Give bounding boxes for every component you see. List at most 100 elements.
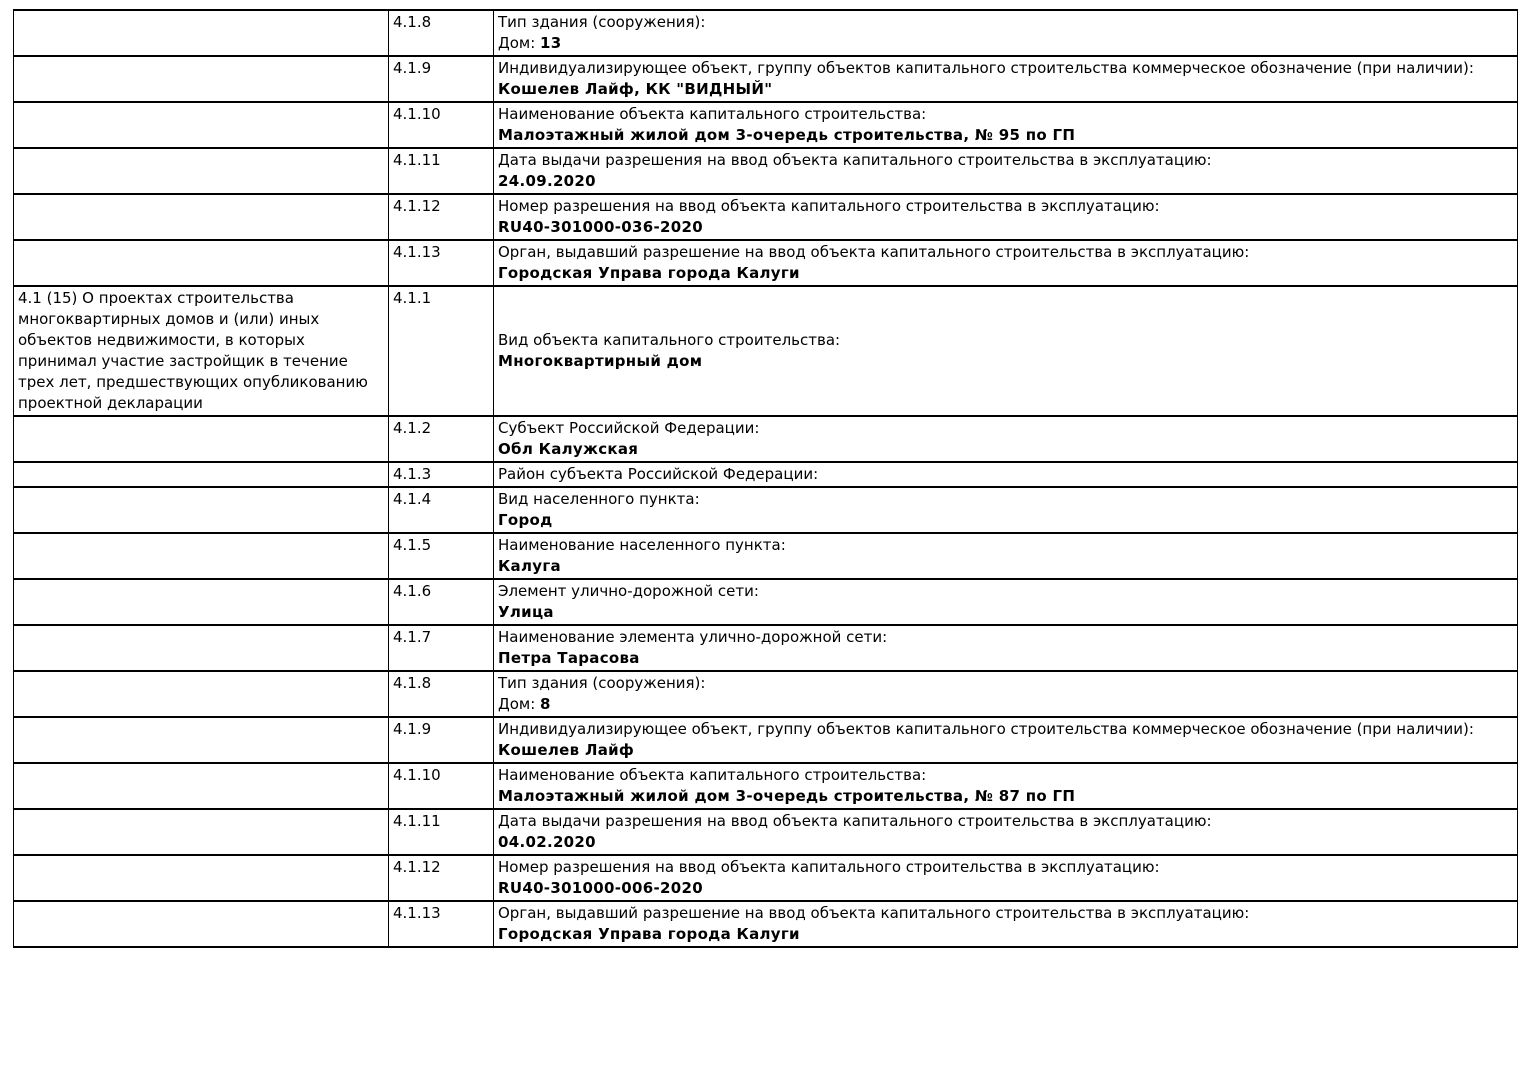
field-value-text: RU40-301000-036-2020 xyxy=(498,218,703,236)
section-description-cell xyxy=(13,900,389,948)
field-label: Наименование населенного пункта: xyxy=(498,536,786,554)
section-description-cell xyxy=(13,624,389,672)
section-description-cell xyxy=(13,762,389,810)
field-value-text: Городская Управа города Калуги xyxy=(498,264,800,282)
section-description-cell xyxy=(13,578,389,626)
field-value: Малоэтажный жилой дом 3-очередь строител… xyxy=(498,786,1513,807)
field-label: Субъект Российской Федерации: xyxy=(498,419,760,437)
table-row: 4.1 (15) О проектах строительства многок… xyxy=(13,285,1518,417)
field-cell: Наименование элемента улично-дорожной се… xyxy=(493,624,1518,672)
section-description-cell xyxy=(13,147,389,195)
item-code-cell: 4.1.1 xyxy=(388,285,494,417)
field-label: Элемент улично-дорожной сети: xyxy=(498,582,759,600)
field-label: Орган, выдавший разрешение на ввод объек… xyxy=(498,243,1250,261)
field-cell: Субъект Российской Федерации: Обл Калужс… xyxy=(493,415,1518,463)
field-cell: Вид населенного пункта: Город xyxy=(493,486,1518,534)
item-code-cell: 4.1.3 xyxy=(388,461,494,488)
field-cell: Наименование объекта капитального строит… xyxy=(493,762,1518,810)
table-row: 4.1.9 Индивидуализирующее объект, группу… xyxy=(13,55,1518,103)
field-label: Орган, выдавший разрешение на ввод объек… xyxy=(498,904,1250,922)
field-value-prefix: Дом: xyxy=(498,34,541,52)
table-row: 4.1.10 Наименование объекта капитального… xyxy=(13,101,1518,149)
field-label: Вид объекта капитального строительства: xyxy=(498,331,841,349)
table-row: 4.1.3 Район субъекта Российской Федераци… xyxy=(13,461,1518,488)
field-label: Наименование объекта капитального строит… xyxy=(498,105,927,123)
field-value-text: Улица xyxy=(498,603,554,621)
item-code-cell: 4.1.8 xyxy=(388,9,494,57)
item-code-cell: 4.1.12 xyxy=(388,193,494,241)
item-code-cell: 4.1.11 xyxy=(388,147,494,195)
section-description-cell xyxy=(13,670,389,718)
field-value-text: 8 xyxy=(540,695,551,713)
field-value-text: Город xyxy=(498,511,553,529)
field-value-text: 04.02.2020 xyxy=(498,833,596,851)
field-value-text: Малоэтажный жилой дом 3-очередь строител… xyxy=(498,126,1076,144)
table-row: 4.1.13 Орган, выдавший разрешение на вво… xyxy=(13,239,1518,287)
field-cell: Вид объекта капитального строительства: … xyxy=(493,285,1518,417)
item-code-cell: 4.1.6 xyxy=(388,578,494,626)
section-description-cell xyxy=(13,415,389,463)
field-label: Дата выдачи разрешения на ввод объекта к… xyxy=(498,151,1212,169)
field-value: Город xyxy=(498,510,1513,531)
field-value-text: Обл Калужская xyxy=(498,440,639,458)
field-label: Вид населенного пункта: xyxy=(498,490,700,508)
field-value: Дом: 13 xyxy=(498,33,1513,54)
table-row: 4.1.11 Дата выдачи разрешения на ввод об… xyxy=(13,147,1518,195)
field-value: Улица xyxy=(498,602,1513,623)
field-cell: Орган, выдавший разрешение на ввод объек… xyxy=(493,900,1518,948)
item-code-cell: 4.1.8 xyxy=(388,670,494,718)
item-code-cell: 4.1.5 xyxy=(388,532,494,580)
table-row: 4.1.7 Наименование элемента улично-дорож… xyxy=(13,624,1518,672)
field-cell: Номер разрешения на ввод объекта капитал… xyxy=(493,193,1518,241)
section-description-cell xyxy=(13,716,389,764)
field-value: RU40-301000-036-2020 xyxy=(498,217,1513,238)
table-row: 4.1.12 Номер разрешения на ввод объекта … xyxy=(13,193,1518,241)
section-description-cell xyxy=(13,55,389,103)
field-value: Многоквартирный дом xyxy=(498,351,1513,372)
section-description-cell xyxy=(13,532,389,580)
field-cell: Дата выдачи разрешения на ввод объекта к… xyxy=(493,147,1518,195)
item-code-cell: 4.1.2 xyxy=(388,415,494,463)
field-cell: Номер разрешения на ввод объекта капитал… xyxy=(493,854,1518,902)
field-label: Тип здания (сооружения): xyxy=(498,674,706,692)
field-label: Район субъекта Российской Федерации: xyxy=(498,465,819,483)
field-value-text: Петра Тарасова xyxy=(498,649,640,667)
project-declaration-table: 4.1.8 Тип здания (сооружения): Дом: 13 4… xyxy=(13,9,1518,948)
field-value-text: Малоэтажный жилой дом 3-очередь строител… xyxy=(498,787,1076,805)
field-cell: Наименование населенного пункта: Калуга xyxy=(493,532,1518,580)
section-description-cell xyxy=(13,486,389,534)
field-cell: Тип здания (сооружения): Дом: 8 xyxy=(493,670,1518,718)
field-value-text: RU40-301000-006-2020 xyxy=(498,879,703,897)
field-cell: Наименование объекта капитального строит… xyxy=(493,101,1518,149)
field-value: Малоэтажный жилой дом 3-очередь строител… xyxy=(498,125,1513,146)
section-description-cell xyxy=(13,193,389,241)
item-code-cell: 4.1.13 xyxy=(388,900,494,948)
item-code-cell: 4.1.9 xyxy=(388,55,494,103)
field-label: Тип здания (сооружения): xyxy=(498,13,706,31)
item-code-cell: 4.1.9 xyxy=(388,716,494,764)
item-code-cell: 4.1.10 xyxy=(388,101,494,149)
field-label: Наименование элемента улично-дорожной се… xyxy=(498,628,888,646)
field-cell: Элемент улично-дорожной сети: Улица xyxy=(493,578,1518,626)
field-label: Дата выдачи разрешения на ввод объекта к… xyxy=(498,812,1212,830)
field-value-text: Калуга xyxy=(498,557,561,575)
item-code-cell: 4.1.7 xyxy=(388,624,494,672)
field-value: Обл Калужская xyxy=(498,439,1513,460)
item-code-cell: 4.1.10 xyxy=(388,762,494,810)
item-code-cell: 4.1.11 xyxy=(388,808,494,856)
field-value-text: 24.09.2020 xyxy=(498,172,596,190)
section-description-cell xyxy=(13,239,389,287)
table-row: 4.1.8 Тип здания (сооружения): Дом: 13 xyxy=(13,9,1518,57)
field-value: Городская Управа города Калуги xyxy=(498,924,1513,945)
table-row: 4.1.4 Вид населенного пункта: Город xyxy=(13,486,1518,534)
field-cell: Орган, выдавший разрешение на ввод объек… xyxy=(493,239,1518,287)
field-cell: Тип здания (сооружения): Дом: 13 xyxy=(493,9,1518,57)
table-row: 4.1.13 Орган, выдавший разрешение на вво… xyxy=(13,900,1518,948)
table-body: 4.1.8 Тип здания (сооружения): Дом: 13 4… xyxy=(13,9,1518,948)
table-row: 4.1.6 Элемент улично-дорожной сети: Улиц… xyxy=(13,578,1518,626)
table-row: 4.1.2 Субъект Российской Федерации: Обл … xyxy=(13,415,1518,463)
field-value: Калуга xyxy=(498,556,1513,577)
field-value: 24.09.2020 xyxy=(498,171,1513,192)
field-value: Кошелев Лайф xyxy=(498,740,1513,761)
